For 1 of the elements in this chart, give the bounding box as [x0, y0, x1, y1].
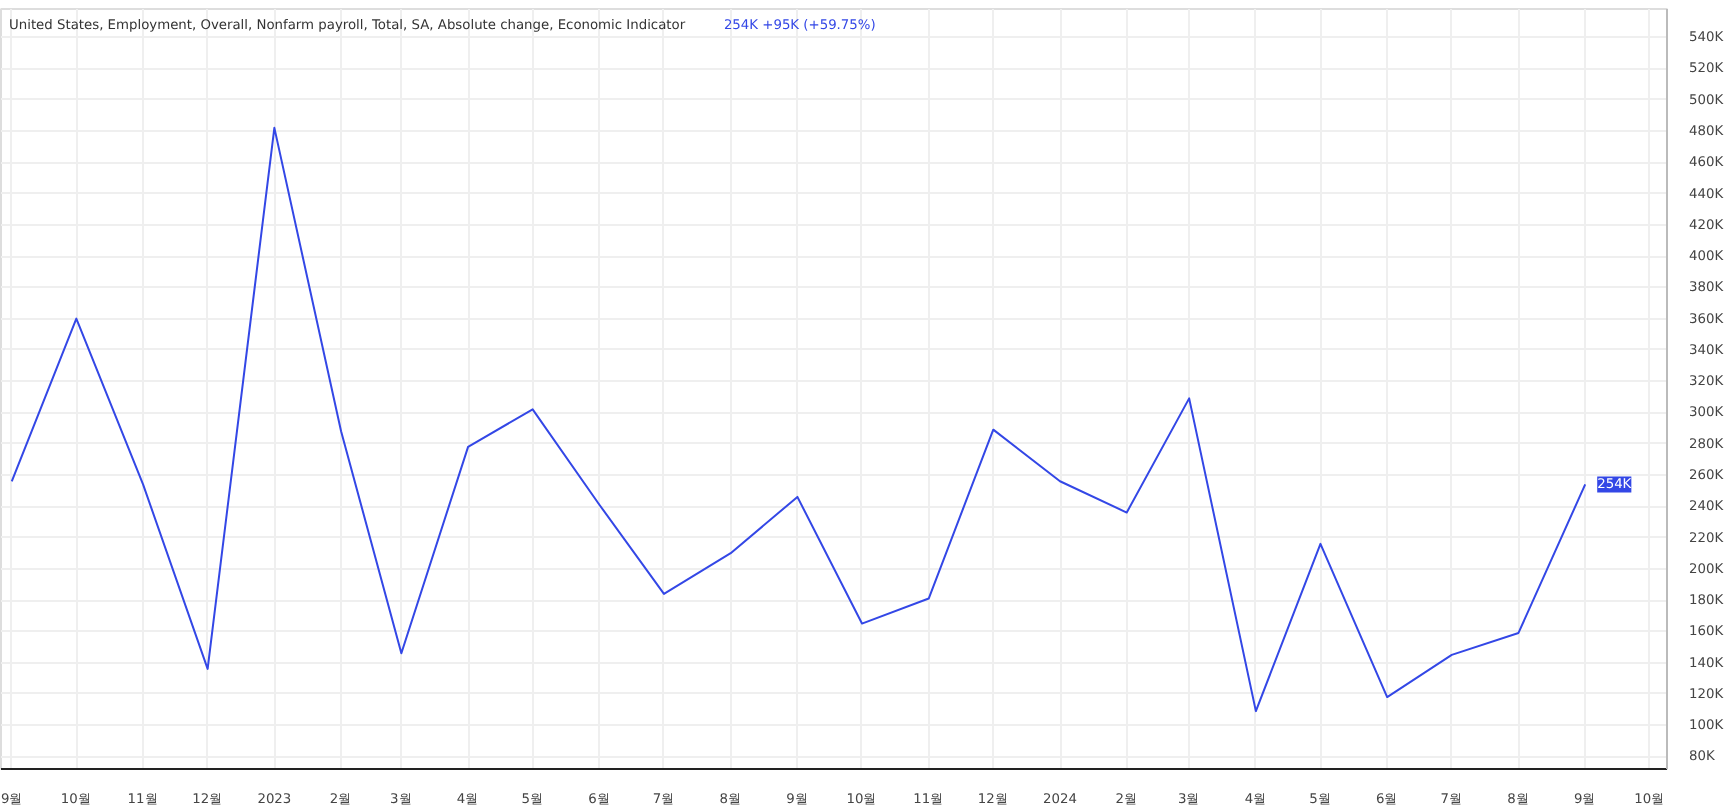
line-series	[10, 126, 1587, 713]
